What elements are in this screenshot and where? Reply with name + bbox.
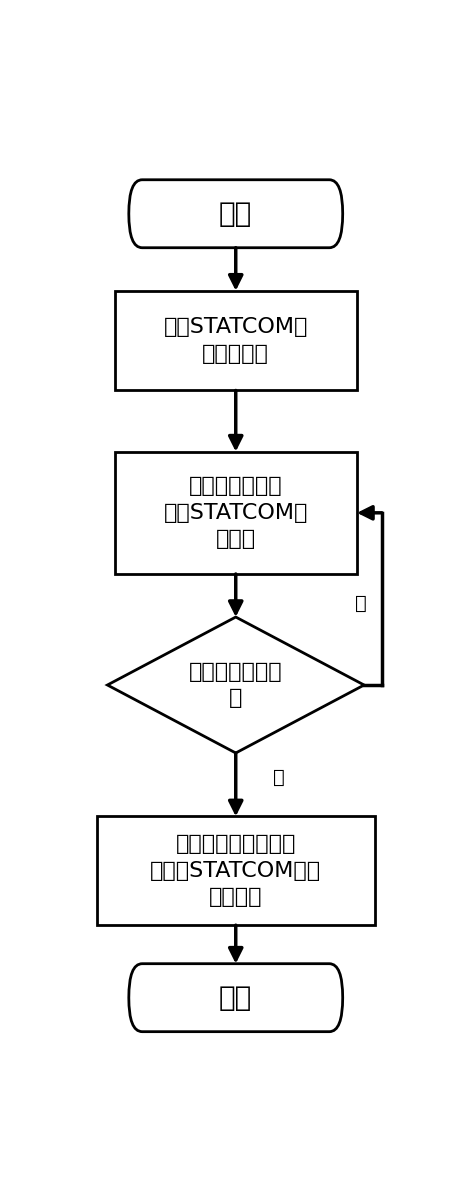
Text: 结束: 结束 (218, 984, 252, 1012)
Text: 是: 是 (354, 594, 366, 613)
Text: 多个STATCOM模
糊聚类分区: 多个STATCOM模 糊聚类分区 (163, 318, 307, 364)
Text: 开始: 开始 (218, 200, 252, 227)
Bar (96, 817, 374, 925)
Text: 基于网络节点电压波
动率的STATCOM优化
控制方法: 基于网络节点电压波 动率的STATCOM优化 控制方法 (150, 834, 321, 907)
Bar (114, 452, 356, 574)
Text: 基于节点电压越
限的STATCOM控
制方法: 基于节点电压越 限的STATCOM控 制方法 (163, 477, 307, 550)
Text: 节点电压是否越
限: 节点电压是否越 限 (189, 661, 282, 709)
Text: 否: 否 (272, 767, 284, 787)
Bar (114, 291, 356, 391)
